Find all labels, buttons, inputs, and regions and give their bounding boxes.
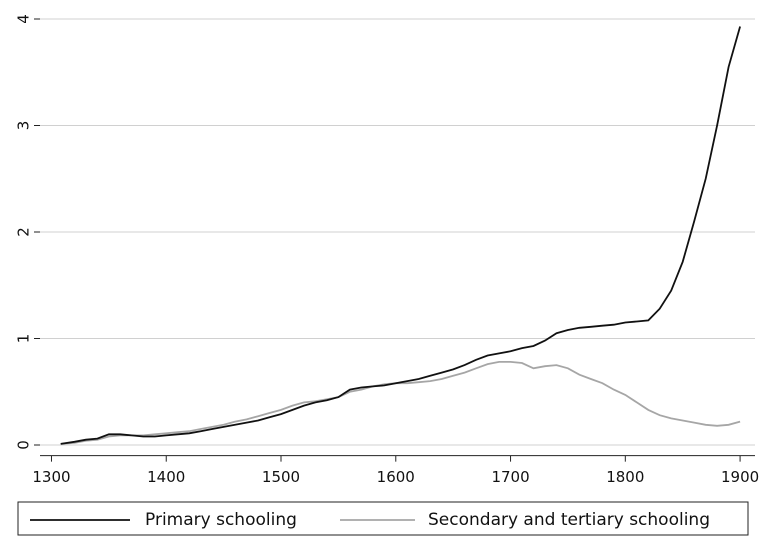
x-tick-label: 1400	[147, 468, 185, 486]
y-tick-label: 0	[15, 440, 33, 450]
series-line	[60, 26, 741, 445]
series-line	[60, 361, 741, 445]
y-tick-label: 2	[15, 227, 33, 237]
x-tick-label: 1900	[721, 468, 759, 486]
y-tick-label: 3	[15, 121, 33, 131]
x-tick-label: 1300	[32, 468, 70, 486]
x-tick-label: 1700	[491, 468, 529, 486]
legend-label: Secondary and tertiary schooling	[428, 510, 710, 530]
x-tick-label: 1600	[377, 468, 415, 486]
x-tick-label: 1800	[606, 468, 644, 486]
y-tick-label: 4	[15, 14, 33, 24]
x-tick-label: 1500	[262, 468, 300, 486]
legend-box	[17, 501, 749, 536]
y-tick-label: 1	[15, 334, 33, 344]
legend-label: Primary schooling	[145, 510, 297, 530]
